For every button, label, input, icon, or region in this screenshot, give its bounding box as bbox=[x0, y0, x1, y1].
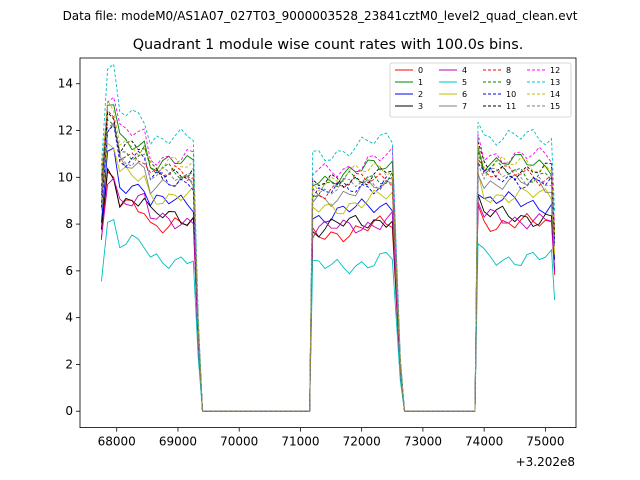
y-tick-label: 0 bbox=[65, 404, 73, 418]
series-line-15 bbox=[100, 122, 556, 412]
series-line-14 bbox=[100, 98, 556, 412]
legend-frame bbox=[389, 62, 572, 118]
series-line-7 bbox=[100, 122, 556, 412]
series-line-6 bbox=[100, 142, 556, 412]
series-line-11 bbox=[100, 111, 556, 412]
x-tick-label: 73000 bbox=[404, 435, 442, 449]
x-tick-label: 72000 bbox=[343, 435, 381, 449]
y-axis: 0 2 4 6 8 10 12 14 bbox=[58, 77, 80, 418]
x-tick-label: 69000 bbox=[159, 435, 197, 449]
legend-label-3: 3 bbox=[418, 102, 423, 111]
y-tick-label: 6 bbox=[65, 264, 73, 278]
y-tick-label: 10 bbox=[58, 170, 73, 184]
y-tick-label: 2 bbox=[65, 357, 73, 371]
legend-label-2: 2 bbox=[418, 90, 423, 99]
series-line-13 bbox=[100, 63, 556, 412]
series-line-4 bbox=[100, 177, 556, 412]
legend-label-13: 13 bbox=[550, 78, 560, 87]
legend-label-15: 15 bbox=[550, 102, 560, 111]
plot-lines bbox=[100, 63, 556, 412]
y-tick-label: 12 bbox=[58, 124, 73, 138]
chart-title: Quadrant 1 module wise count rates with … bbox=[133, 37, 524, 53]
legend-label-12: 12 bbox=[550, 66, 560, 75]
x-tick-label: 74000 bbox=[465, 435, 503, 449]
y-tick-label: 4 bbox=[65, 311, 73, 325]
series-line-10 bbox=[100, 123, 556, 412]
x-axis: 68000 69000 70000 71000 72000 73000 74000 75000 bbox=[98, 427, 564, 449]
legend-label-7: 7 bbox=[462, 102, 467, 111]
legend-label-11: 11 bbox=[506, 102, 516, 111]
legend-label-5: 5 bbox=[462, 78, 467, 87]
y-tick-label: 14 bbox=[58, 77, 73, 91]
legend-label-10: 10 bbox=[506, 90, 516, 99]
x-tick-label: 75000 bbox=[526, 435, 564, 449]
series-line-3 bbox=[100, 167, 556, 412]
legend-label-9: 9 bbox=[506, 78, 511, 87]
legend-label-6: 6 bbox=[462, 90, 467, 99]
x-tick-label: 70000 bbox=[220, 435, 258, 449]
series-line-5 bbox=[100, 218, 556, 412]
legend-label-0: 0 bbox=[418, 66, 423, 75]
suptitle: Data file: modeM0/AS1A07_027T03_90000035… bbox=[63, 9, 578, 23]
x-offset-label: +3.202e8 bbox=[516, 455, 575, 469]
legend-label-14: 14 bbox=[550, 90, 560, 99]
plot-frame bbox=[79, 57, 577, 429]
x-tick-label: 71000 bbox=[281, 435, 319, 449]
y-tick-label: 8 bbox=[65, 217, 73, 231]
series-line-12 bbox=[100, 96, 556, 412]
legend-label-8: 8 bbox=[506, 66, 511, 75]
legend-label-1: 1 bbox=[418, 78, 423, 87]
legend-label-4: 4 bbox=[462, 66, 467, 75]
x-tick-label: 68000 bbox=[98, 435, 136, 449]
